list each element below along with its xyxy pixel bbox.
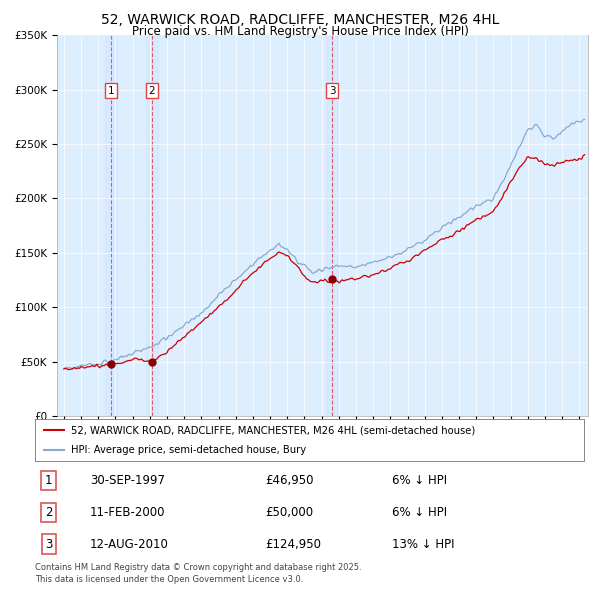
Text: 2: 2 (149, 86, 155, 96)
Text: 52, WARWICK ROAD, RADCLIFFE, MANCHESTER, M26 4HL: 52, WARWICK ROAD, RADCLIFFE, MANCHESTER,… (101, 13, 499, 27)
Text: 13% ↓ HPI: 13% ↓ HPI (392, 537, 455, 550)
Text: £46,950: £46,950 (266, 474, 314, 487)
Text: 3: 3 (45, 537, 52, 550)
Text: Price paid vs. HM Land Registry's House Price Index (HPI): Price paid vs. HM Land Registry's House … (131, 25, 469, 38)
Text: £50,000: £50,000 (266, 506, 314, 519)
Bar (146, 35, 158, 416)
Text: 11-FEB-2000: 11-FEB-2000 (90, 506, 165, 519)
Text: 30-SEP-1997: 30-SEP-1997 (90, 474, 165, 487)
Text: 3: 3 (329, 86, 335, 96)
Text: 2: 2 (45, 506, 52, 519)
Text: 12-AUG-2010: 12-AUG-2010 (90, 537, 169, 550)
Text: 1: 1 (45, 474, 52, 487)
Text: £124,950: £124,950 (266, 537, 322, 550)
Text: 1: 1 (108, 86, 115, 96)
Bar (326, 35, 338, 416)
Text: 6% ↓ HPI: 6% ↓ HPI (392, 474, 447, 487)
Text: 6% ↓ HPI: 6% ↓ HPI (392, 506, 447, 519)
Bar (105, 35, 117, 416)
Text: 52, WARWICK ROAD, RADCLIFFE, MANCHESTER, M26 4HL (semi-detached house): 52, WARWICK ROAD, RADCLIFFE, MANCHESTER,… (71, 425, 475, 435)
Text: Contains HM Land Registry data © Crown copyright and database right 2025.
This d: Contains HM Land Registry data © Crown c… (35, 563, 361, 584)
Text: HPI: Average price, semi-detached house, Bury: HPI: Average price, semi-detached house,… (71, 445, 305, 455)
